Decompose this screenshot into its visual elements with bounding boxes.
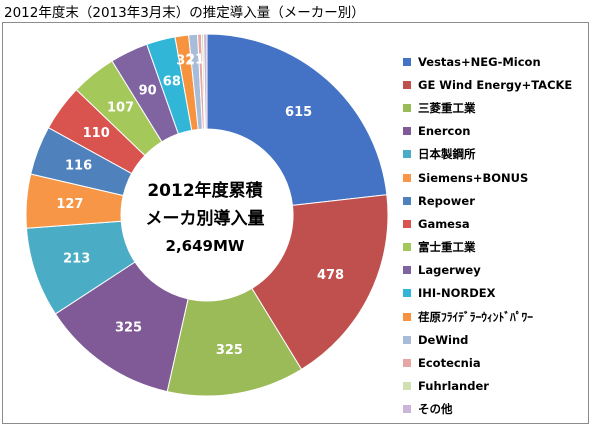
legend-label: Repower [418, 193, 475, 208]
legend: Vestas+NEG-Micon GE Wind Energy+TACKE 三菱重工… [403, 50, 572, 421]
legend-item: Enercon [403, 120, 572, 143]
center-title-line1: 2012年度累積 [147, 180, 263, 201]
slice-value-label: 107 [107, 101, 134, 116]
donut-slice-item-15 [203, 33, 208, 130]
slice-value-label: 116 [65, 158, 92, 173]
legend-swatch [403, 266, 411, 275]
legend-swatch [403, 150, 411, 159]
legend-item: DeWind [403, 328, 572, 351]
slice-value-label: 90 [139, 83, 157, 98]
center-title-line2: メーカ別導入量 [146, 208, 265, 229]
legend-item: 三菱重工業 [403, 96, 572, 119]
slice-value-label: 615 [285, 105, 312, 120]
slice-value-label: 325 [115, 320, 142, 335]
legend-swatch [403, 335, 411, 344]
legend-item: Gamesa [403, 212, 572, 235]
legend-item: Repower [403, 189, 572, 212]
legend-swatch [403, 80, 411, 89]
slice-value-label: 32 [176, 54, 194, 69]
chart-title: 2012年度末（2013年3月末）の推定導入量（メーカー別） [4, 5, 365, 21]
slice-value-label: 21 [186, 52, 204, 67]
legend-label: Enercon [418, 124, 471, 139]
legend-item: 日本製鋼所 [403, 143, 572, 166]
legend-item: その他 [403, 398, 572, 421]
legend-swatch [403, 103, 411, 112]
legend-label: Ecotecnia [418, 356, 481, 371]
slice-value-label: 110 [83, 126, 110, 141]
legend-swatch [403, 173, 411, 182]
legend-label: GE Wind Energy+TACKE [418, 77, 573, 92]
legend-swatch [403, 57, 411, 66]
donut-slice-ge-wind-energy-tacke [251, 194, 389, 371]
slice-value-label: 213 [63, 251, 90, 266]
legend-item: Vestas+NEG-Micon [403, 50, 572, 73]
legend-swatch [403, 289, 411, 298]
legend-item: Lagerwey [403, 259, 572, 282]
slice-value-label: 478 [317, 268, 344, 283]
legend-label: Siemens+BONUS [418, 170, 529, 185]
legend-item: Ecotecnia [403, 351, 572, 374]
legend-swatch [403, 219, 411, 228]
legend-item: IHI-NORDEX [403, 282, 572, 305]
legend-label: Lagerwey [418, 263, 481, 278]
legend-swatch [403, 382, 411, 391]
legend-item: GE Wind Energy+TACKE [403, 73, 572, 96]
legend-label: Gamesa [418, 216, 470, 231]
legend-swatch [403, 312, 411, 321]
legend-label: Fuhrlander [418, 379, 489, 394]
slice-value-label: 68 [163, 75, 181, 90]
legend-item: Fuhrlander [403, 375, 572, 398]
legend-label: Vestas+NEG-Micon [418, 54, 541, 69]
legend-swatch [403, 196, 411, 205]
chart-frame: 615 478 325 325 213 127 116 110 107 90 68 32 21 2012… [2, 22, 589, 424]
legend-item: 荏原ﾌﾗｲﾃﾞﾗｰｳｨﾝﾄﾞﾊﾟﾜｰ [403, 305, 572, 328]
legend-label: 荏原ﾌﾗｲﾃﾞﾗｰｳｨﾝﾄﾞﾊﾟﾜｰ [418, 309, 533, 324]
legend-swatch [403, 127, 411, 136]
legend-label: その他 [418, 402, 453, 417]
donut-slice-vestas-neg-micon [206, 33, 388, 206]
slice-value-label: 127 [56, 197, 83, 212]
legend-item: Siemens+BONUS [403, 166, 572, 189]
center-total: 2,649MW [166, 237, 245, 255]
legend-item: 富士重工業 [403, 236, 572, 259]
legend-swatch [403, 359, 411, 368]
legend-label: 日本製鋼所 [418, 147, 476, 162]
legend-swatch [403, 405, 411, 414]
legend-label: IHI-NORDEX [418, 286, 496, 301]
legend-label: 三菱重工業 [418, 100, 476, 115]
legend-swatch [403, 243, 411, 252]
legend-label: 富士重工業 [418, 240, 476, 255]
slice-value-label: 325 [216, 343, 243, 358]
legend-label: DeWind [418, 332, 469, 347]
